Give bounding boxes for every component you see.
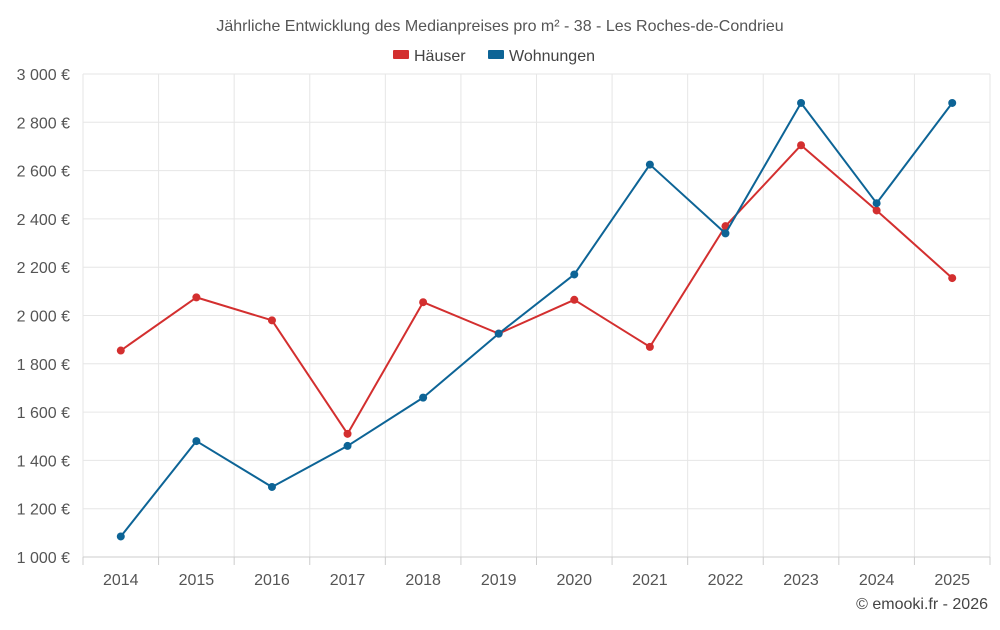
legend: Häuser Wohnungen: [393, 48, 595, 65]
y-tick-label: 2 400 €: [17, 212, 70, 229]
x-tick-label: 2020: [556, 572, 592, 589]
grid: [82, 73, 991, 565]
data-point[interactable]: [116, 346, 125, 355]
y-tick-label: 2 000 €: [17, 309, 70, 326]
y-tick-label: 1 600 €: [17, 405, 70, 422]
x-tick-label: 2022: [708, 572, 744, 589]
series-line: [120, 144, 953, 435]
x-tick-label: 2017: [330, 572, 366, 589]
data-point[interactable]: [797, 141, 806, 150]
x-tick-label: 2019: [481, 572, 517, 589]
data-point[interactable]: [343, 429, 352, 438]
y-tick-label: 2 200 €: [17, 260, 70, 277]
legend-label: Häuser: [414, 48, 466, 65]
data-point[interactable]: [872, 206, 881, 215]
series-wohnungen: [116, 98, 957, 541]
y-tick-label: 1 400 €: [17, 453, 70, 470]
data-point[interactable]: [872, 199, 881, 208]
series: [116, 98, 957, 541]
x-axis-ticks: 2014 2015 2016 2017 2018 2019 2020 2021 2022 2023…: [103, 572, 970, 589]
legend-item[interactable]: Wohnungen: [488, 48, 595, 65]
data-point[interactable]: [419, 298, 428, 307]
x-tick-label: 2014: [103, 572, 139, 589]
data-point[interactable]: [570, 270, 579, 279]
x-tick-label: 2015: [179, 572, 215, 589]
legend-swatch: [393, 50, 409, 59]
y-tick-label: 1 800 €: [17, 357, 70, 374]
y-tick-label: 1 200 €: [17, 502, 70, 519]
data-point[interactable]: [343, 441, 352, 450]
data-point[interactable]: [267, 316, 276, 325]
data-point[interactable]: [192, 293, 201, 302]
chart-title: Jährliche Entwicklung des Medianpreises …: [216, 18, 783, 35]
y-axis-ticks: 1 000 € 1 200 € 1 400 € 1 600 € 1 800 € 2 000…: [17, 67, 70, 567]
y-tick-label: 3 000 €: [17, 67, 70, 84]
y-tick-label: 2 600 €: [17, 164, 70, 181]
credit-text: © emooki.fr - 2026: [856, 596, 988, 613]
data-point[interactable]: [645, 342, 654, 351]
x-tick-label: 2016: [254, 572, 290, 589]
x-tick-label: 2023: [783, 572, 819, 589]
data-point[interactable]: [116, 532, 125, 541]
data-point[interactable]: [721, 229, 730, 238]
legend-swatch: [488, 50, 504, 59]
y-tick-label: 2 800 €: [17, 115, 70, 132]
x-tick-label: 2018: [405, 572, 441, 589]
series-line: [120, 101, 954, 538]
data-point[interactable]: [645, 160, 654, 169]
data-point[interactable]: [494, 329, 503, 338]
y-tick-label: 1 000 €: [17, 550, 70, 567]
legend-item[interactable]: Häuser: [393, 48, 466, 65]
data-point[interactable]: [267, 482, 276, 491]
x-tick-label: 2024: [859, 572, 895, 589]
data-point[interactable]: [570, 295, 579, 304]
data-point[interactable]: [948, 98, 957, 107]
data-point[interactable]: [797, 98, 806, 107]
data-point[interactable]: [419, 393, 428, 402]
data-point[interactable]: [192, 437, 201, 446]
data-point[interactable]: [948, 274, 957, 283]
legend-label: Wohnungen: [509, 48, 595, 65]
x-tick-label: 2021: [632, 572, 668, 589]
x-tick-label: 2025: [934, 572, 970, 589]
